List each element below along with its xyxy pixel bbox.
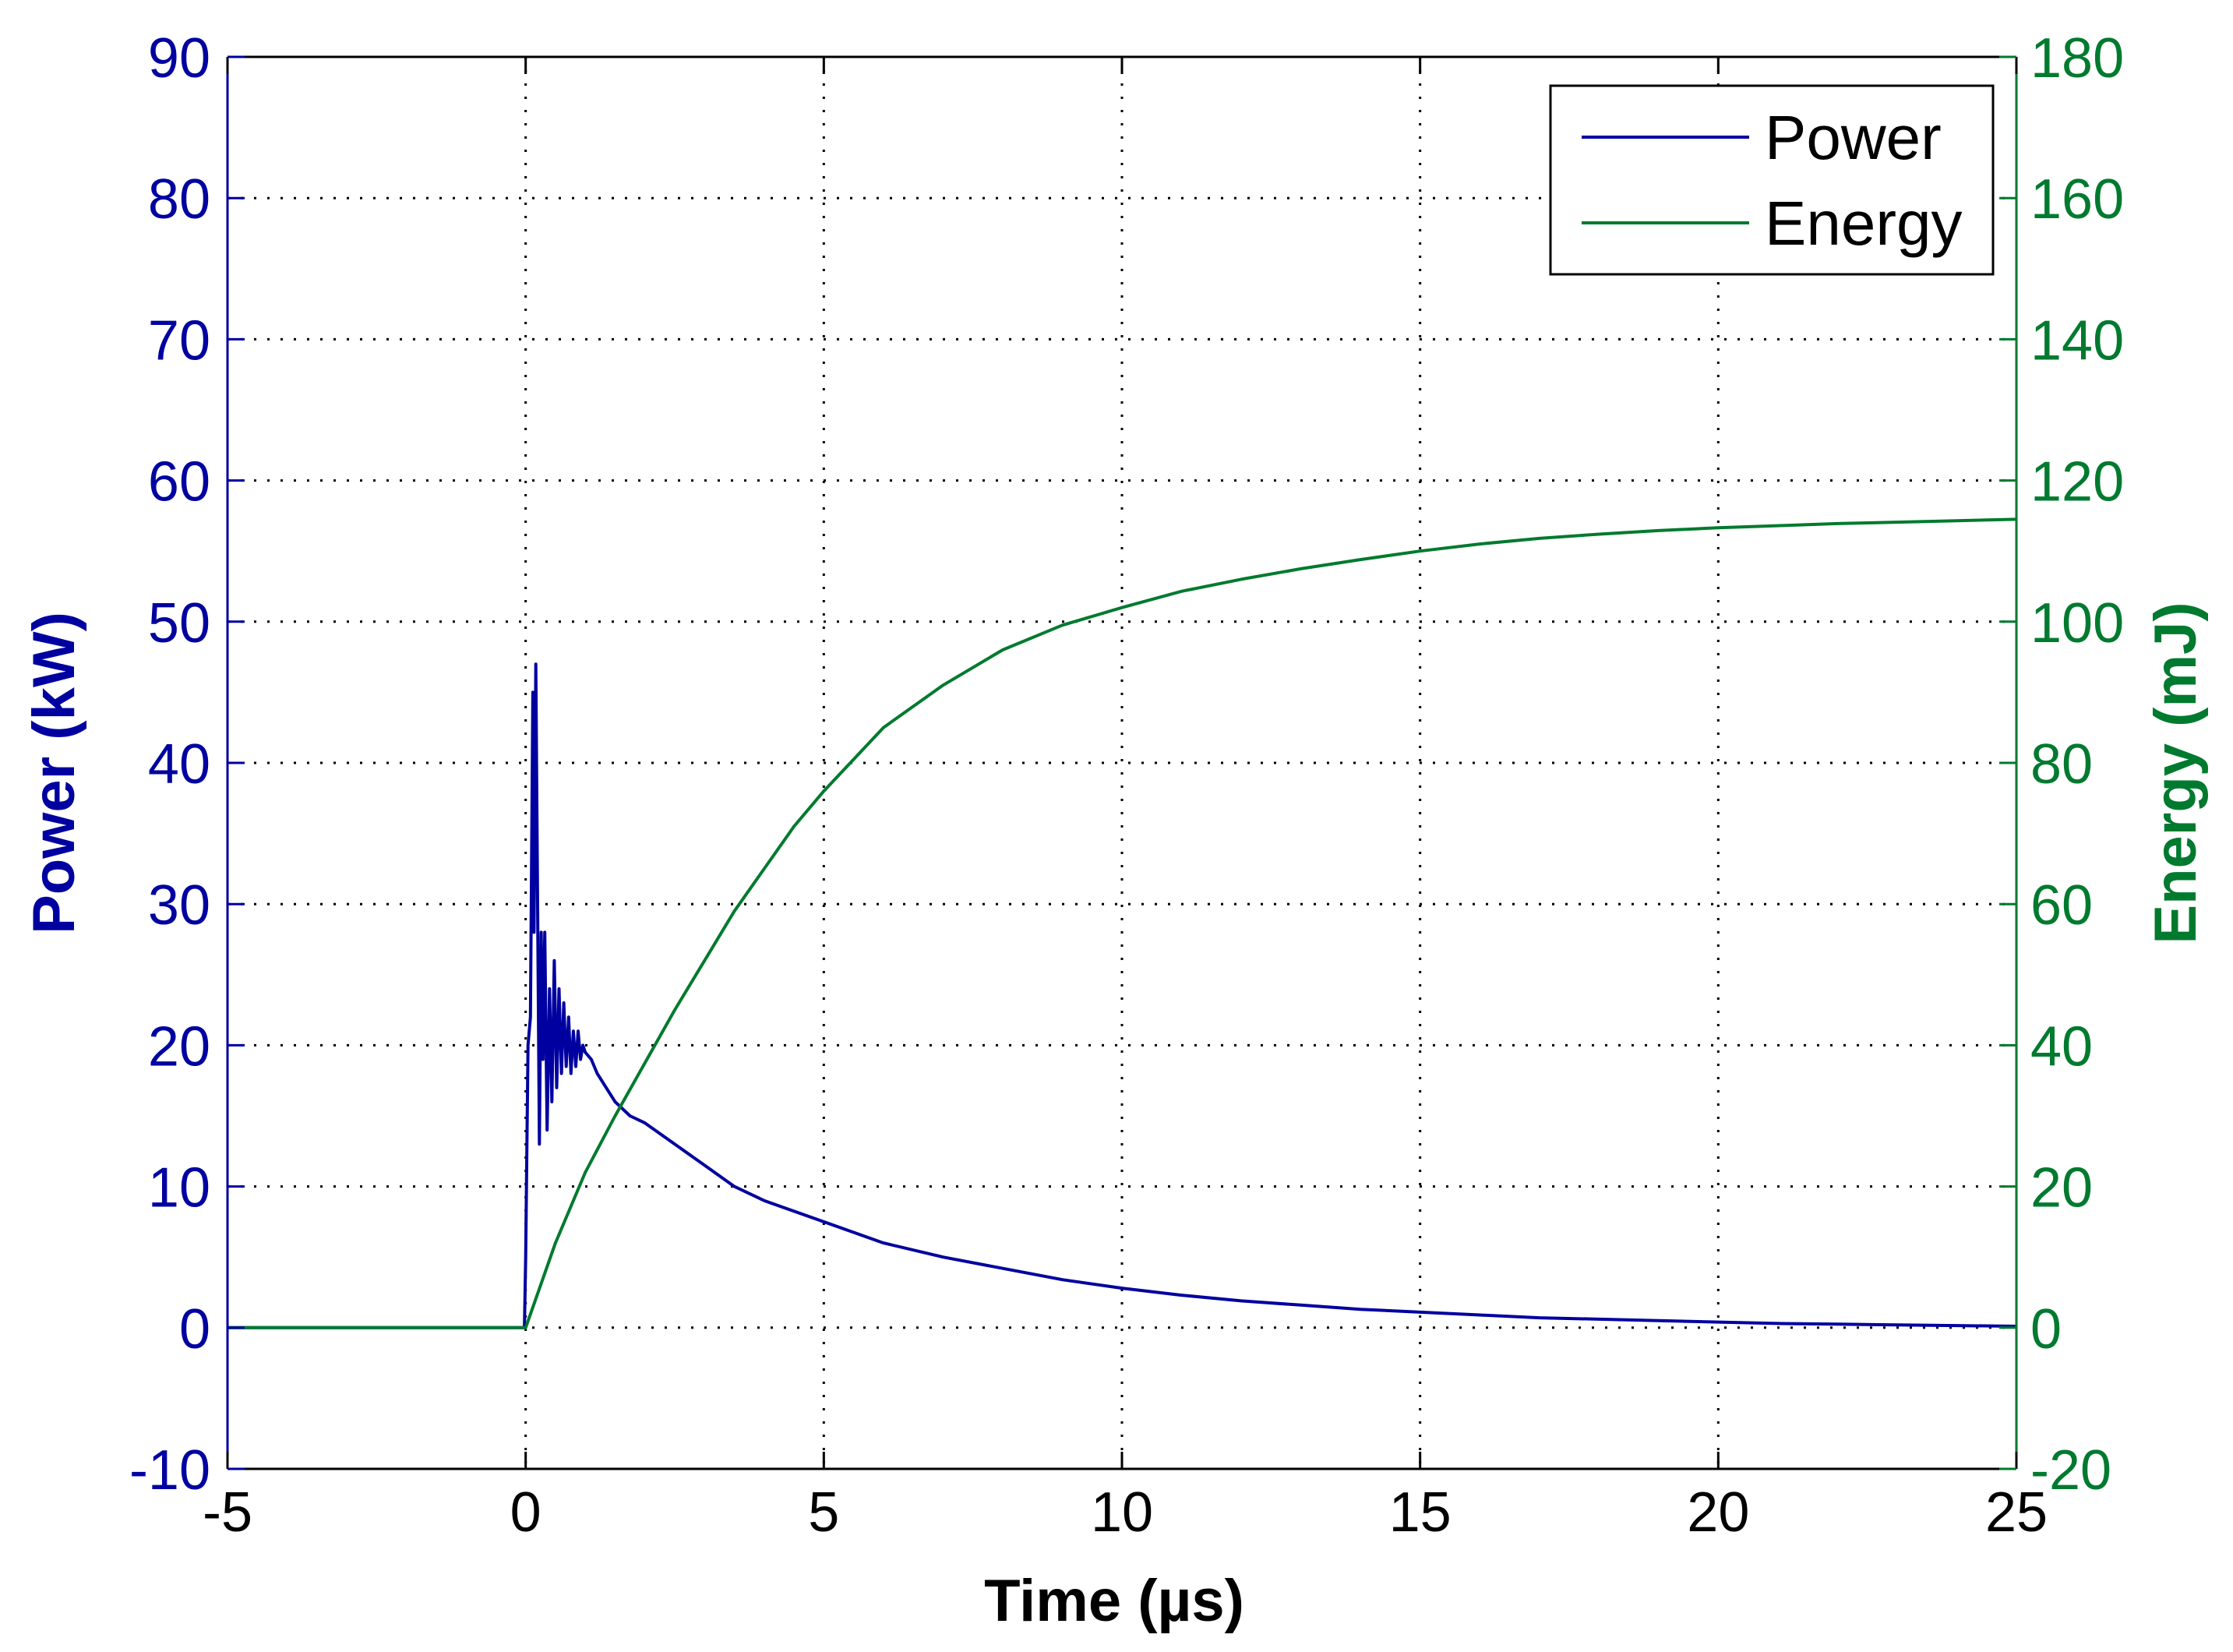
x-tick-label: 5 [808, 1481, 839, 1544]
y-left-tick-label: 30 [148, 874, 210, 937]
y-right-tick-label: 120 [2030, 451, 2124, 514]
y-right-tick-label: -20 [2030, 1439, 2111, 1502]
y-left-tick-label: 90 [148, 27, 210, 90]
series-line-power [228, 662, 2017, 1329]
y-left-tick-label: 40 [148, 733, 210, 796]
legend-label-power: Power [1765, 103, 1942, 172]
y-left-tick-label: 50 [148, 592, 210, 655]
y-left-tick-label: -10 [129, 1439, 210, 1502]
y-right-tick-label: 140 [2030, 309, 2124, 372]
y-axis-label-right: Energy (mJ) [2143, 602, 2209, 944]
x-tick-label: 20 [1687, 1481, 1749, 1544]
y-left-tick-label: 70 [148, 309, 210, 372]
y-right-tick-label: 80 [2030, 733, 2093, 796]
x-tick-label: 15 [1389, 1481, 1452, 1544]
x-tick-label: -5 [203, 1481, 252, 1544]
legend-box [1549, 84, 1995, 276]
legend: Power Energy [1549, 84, 1995, 276]
tick-layer: -5 0 5 10 15 20 25 -10 0 10 20 30 40 50 60 70 80 90 -20 0 20… [129, 27, 2124, 1544]
y-right-tick-label: 20 [2030, 1157, 2093, 1220]
y-right-tick-label: 40 [2030, 1015, 2093, 1078]
y-axis-label-left: Power (kW) [21, 612, 87, 934]
x-axis-label: Time (µs) [984, 1568, 1244, 1634]
x-tick-label: 0 [510, 1481, 541, 1544]
y-left-tick-label: 20 [148, 1015, 210, 1078]
y-right-tick-label: 0 [2030, 1298, 2062, 1361]
y-left-tick-label: 0 [179, 1298, 210, 1361]
y-right-tick-label: 160 [2030, 168, 2124, 231]
series-line-energy [228, 517, 2017, 1329]
y-right-tick-label: 100 [2030, 592, 2124, 655]
x-tick-label: 10 [1091, 1481, 1153, 1544]
y-left-tick-label: 10 [148, 1157, 210, 1220]
y-left-tick-label: 60 [148, 451, 210, 514]
x-tick-label: 25 [1985, 1481, 2048, 1544]
legend-label-energy: Energy [1765, 189, 1962, 258]
y-right-tick-label: 60 [2030, 874, 2093, 937]
y-right-tick-label: 180 [2030, 27, 2124, 90]
series-layer [228, 517, 2017, 1329]
y-left-tick-label: 80 [148, 168, 210, 231]
